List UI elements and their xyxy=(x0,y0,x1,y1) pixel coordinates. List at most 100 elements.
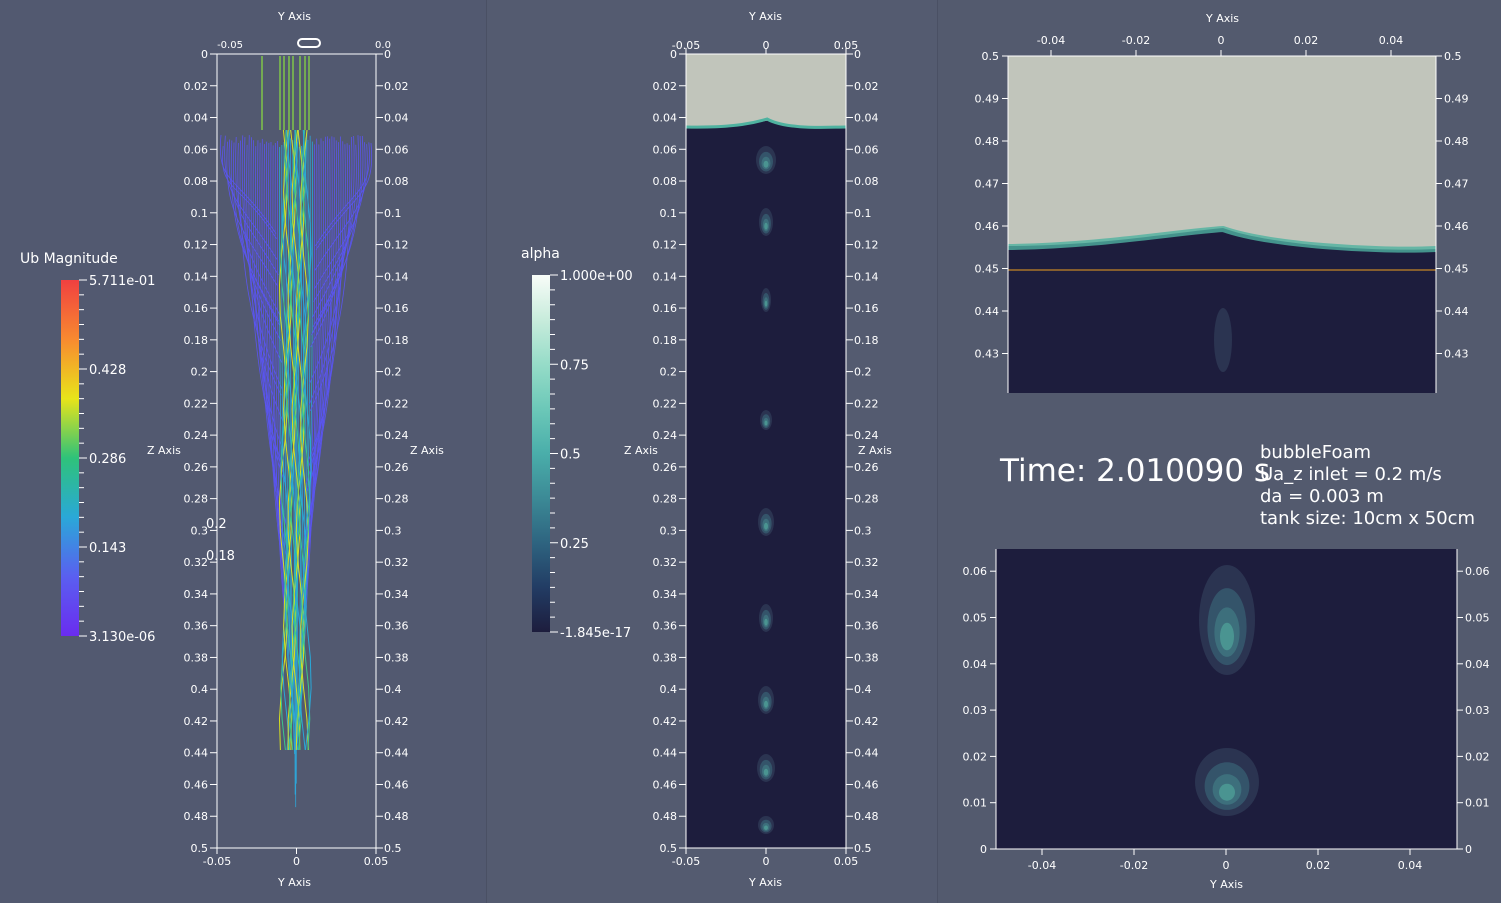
gas-region xyxy=(1008,56,1436,250)
z-tick-label: 0.46 xyxy=(653,778,678,791)
z-tick-label: 0.22 xyxy=(653,397,678,410)
z-tick-label: 0.14 xyxy=(184,270,209,283)
bubble xyxy=(759,208,773,236)
z-tick-label: 0 xyxy=(201,48,208,61)
z-tick-label: 0.02 xyxy=(384,80,409,93)
colorbar-label: 0.5 xyxy=(560,448,581,463)
z-tick-label: 0.42 xyxy=(384,715,409,728)
streamline xyxy=(315,142,370,247)
x-tick-label: -0.05 xyxy=(672,855,700,868)
streamline xyxy=(230,140,280,322)
x-axis-title-bottom: Y Axis xyxy=(278,876,312,889)
z-tick-label: 0.04 xyxy=(653,112,678,125)
bubble-contour xyxy=(764,522,768,530)
z-tick-label: 0.03 xyxy=(963,704,988,717)
streamline xyxy=(252,140,286,483)
plume-streamline xyxy=(301,129,311,751)
streamline xyxy=(246,144,284,422)
x-tick-label: 0 xyxy=(1223,859,1230,872)
z-tick-label: 0.18 xyxy=(854,334,879,347)
x-tick-label: -0.04 xyxy=(1028,859,1056,872)
x-tick-label: -0.02 xyxy=(1122,34,1150,47)
z-axis-title-left: Z Axis xyxy=(147,444,181,457)
zoom-plots: 0.43 0.43 0.44 0.44 0.45 0.45 0.46 0.46 0.47 0.47… xyxy=(963,34,1490,872)
z-tick-label: 0.06 xyxy=(384,143,409,156)
z-tick-label: 0.48 xyxy=(384,810,409,823)
colorbar-label: 0.286 xyxy=(89,452,126,467)
z-tick-label: 0.42 xyxy=(653,715,678,728)
bubble-contour xyxy=(764,618,768,626)
x-tick-label: -0.05 xyxy=(203,855,231,868)
z-tick-label: 0.28 xyxy=(653,493,678,506)
z-tick-label: 0.44 xyxy=(854,747,879,760)
z-tick-label: 0.42 xyxy=(184,715,209,728)
z-tick-label: 0.26 xyxy=(184,461,209,474)
x-axis-title-bottom: Y Axis xyxy=(749,876,783,889)
z-tick-label: 0.48 xyxy=(854,810,879,823)
z-tick-label: 0.12 xyxy=(653,239,678,252)
z-tick-label: 0.04 xyxy=(384,112,409,125)
z-tick-label: 0.38 xyxy=(184,651,209,664)
tank-size: tank size: 10cm x 50cm xyxy=(1260,508,1476,529)
bubble xyxy=(757,754,775,782)
z-tick-label: 0.3 xyxy=(384,524,402,537)
z-tick-label: 0.3 xyxy=(660,524,678,537)
bubble xyxy=(758,508,774,536)
z-tick-label: 0.18 xyxy=(653,334,678,347)
z-tick-label: 0.5 xyxy=(660,842,678,855)
zoom-view[interactable]: 0.43 0.43 0.44 0.44 0.45 0.45 0.46 0.46 0.47 0.47… xyxy=(938,0,1501,903)
z-tick-label: 0.26 xyxy=(653,461,678,474)
z-tick-label: 0.1 xyxy=(854,207,872,220)
streamline xyxy=(309,143,348,384)
z-tick-label: 0.36 xyxy=(184,620,209,633)
z-tick-label: 0.34 xyxy=(384,588,409,601)
z-axis-title-left: Z Axis xyxy=(624,444,658,457)
streamline xyxy=(305,136,333,529)
z-tick-label: 0.24 xyxy=(184,429,209,442)
z-tick-label: 0.48 xyxy=(653,810,678,823)
z-tick-label: 0.44 xyxy=(384,747,409,760)
bubble-contour xyxy=(764,222,768,230)
plume-streamline xyxy=(295,129,305,751)
z-tick-label: 0.5 xyxy=(1444,50,1462,63)
bubble xyxy=(759,604,773,632)
colorbar-label: 0.25 xyxy=(560,537,589,552)
z-tick-label: 0.32 xyxy=(184,556,209,569)
z-tick-label: 0.1 xyxy=(191,207,209,220)
z-tick-label: 0.04 xyxy=(184,112,209,125)
streamline-view[interactable]: 0 0.02 0.04 0.06 0.08 0.1 0.12 0.14 0.16 0.18 0.2 0… xyxy=(0,0,487,903)
z-tick-label: 0.4 xyxy=(854,683,872,696)
z-tick-label: 0.28 xyxy=(854,493,879,506)
z-tick-label: 0.36 xyxy=(384,620,409,633)
bubble-contour xyxy=(764,825,768,830)
z-tick-label: 0.14 xyxy=(384,270,409,283)
z-tick-label: 0.16 xyxy=(653,302,678,315)
streamline xyxy=(312,136,362,327)
x-tick-label: 0.02 xyxy=(1306,859,1331,872)
z-tick-label: 0.02 xyxy=(854,80,879,93)
z-tick-label: 0.46 xyxy=(1444,220,1469,233)
x-tick-label: 0.04 xyxy=(1398,859,1423,872)
z-tick-label: 0.34 xyxy=(653,588,678,601)
time-annotation: Time: 2.010090 s xyxy=(1000,453,1271,489)
streamline xyxy=(298,139,309,718)
colorbar-label: -1.845e-17 xyxy=(560,626,631,641)
z-tick-label: 0.05 xyxy=(1465,612,1490,625)
z-tick-label: 0.04 xyxy=(854,112,879,125)
plume-streamline xyxy=(292,129,302,751)
streamline xyxy=(312,135,359,334)
z-tick-label: 0 xyxy=(854,48,861,61)
x-tick-label: -0.02 xyxy=(1120,859,1148,872)
z-tick-label: 0 xyxy=(1465,843,1472,856)
streamline xyxy=(314,144,368,271)
z-tick-label: 0.43 xyxy=(1444,348,1469,361)
z-tick-label: 0.32 xyxy=(384,556,409,569)
x-axis-title-top: Y Axis xyxy=(278,10,312,23)
streamline xyxy=(237,143,281,341)
z-tick-label: 0.44 xyxy=(184,747,209,760)
liquid-region xyxy=(686,54,846,848)
alpha-view[interactable]: 0 0.02 0.04 0.06 0.08 0.1 0.12 0.14 0.16 0.18 0.2 0… xyxy=(487,0,938,903)
x-tick-label: 0 xyxy=(763,855,770,868)
alpha-colorbar-title: alpha xyxy=(521,246,560,262)
x-axis-title-bottom: Y Axis xyxy=(1210,878,1244,891)
